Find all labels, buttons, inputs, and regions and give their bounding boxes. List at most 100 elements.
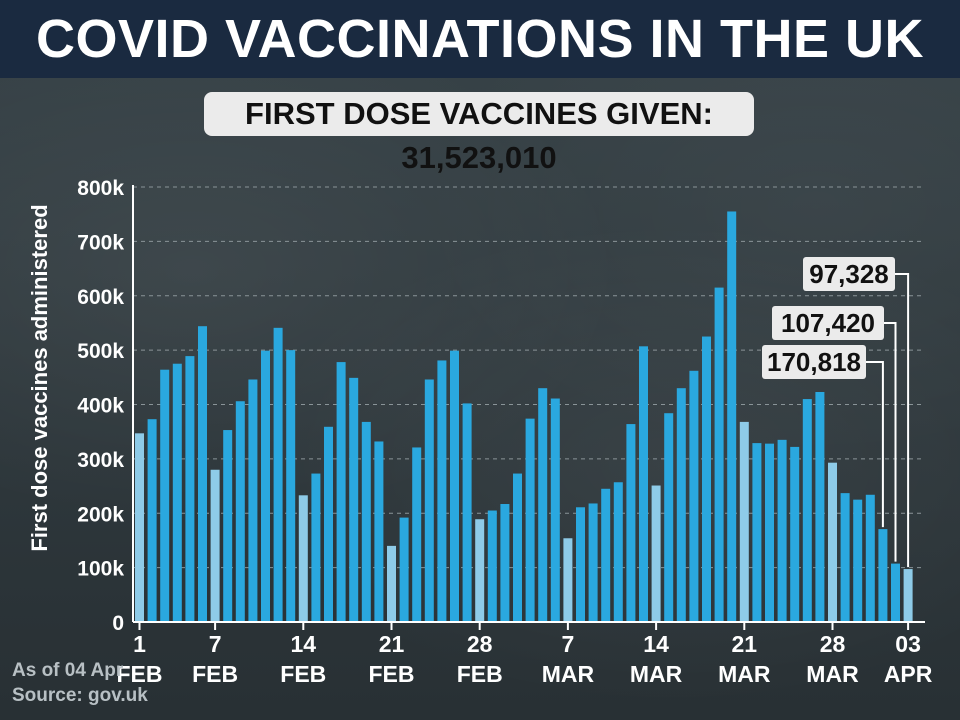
x-tick-labels: 1 FEB 7 FEB 14 FEB 21 FEB 28 FEB 7 MAR 14 MAR 21 MAR 28 M…	[117, 622, 933, 687]
x-tick-month: FEB	[192, 661, 238, 687]
bar	[412, 447, 422, 622]
chart-subtitle: FIRST DOSE VACCINES GIVEN: 31,523,010	[204, 92, 754, 175]
bar	[223, 430, 233, 622]
x-tick-day: 14	[291, 631, 317, 657]
bar	[588, 503, 598, 622]
bar	[777, 439, 787, 622]
bar	[361, 421, 371, 622]
bar	[639, 346, 648, 622]
x-tick-month: MAR	[806, 661, 859, 687]
bar	[147, 419, 157, 622]
x-tick-day: 7	[562, 631, 575, 657]
bar	[626, 424, 636, 622]
bar	[828, 462, 837, 622]
bar	[601, 488, 611, 622]
as-of-note: As of 04 Apr	[12, 660, 124, 681]
bar	[261, 350, 270, 622]
bar	[475, 519, 485, 622]
y-tick-label: 500k	[77, 340, 124, 363]
bar	[387, 545, 396, 622]
bar	[752, 443, 762, 622]
x-tick-month: MAR	[630, 661, 683, 687]
page-title: COVID VACCINATIONS IN THE UK	[35, 9, 925, 69]
bar	[550, 398, 560, 622]
bar	[450, 350, 459, 622]
annotation-leader	[866, 361, 884, 528]
bar	[613, 482, 623, 622]
bar	[689, 370, 699, 622]
bar	[349, 377, 359, 622]
bar	[525, 418, 535, 622]
x-tick-day: 03	[895, 631, 921, 657]
x-tick-month: FEB	[369, 661, 415, 687]
y-tick-label: 800k	[77, 177, 124, 200]
bar	[790, 446, 800, 622]
bar	[739, 421, 749, 622]
y-tick-label: 700k	[77, 231, 124, 254]
bar	[424, 379, 434, 622]
bar	[664, 413, 674, 622]
bars	[135, 211, 913, 622]
axes	[132, 185, 925, 623]
x-tick-month: FEB	[457, 661, 503, 687]
bar	[891, 563, 900, 622]
bar	[815, 391, 825, 622]
bar	[399, 517, 409, 622]
x-tick-month: MAR	[542, 661, 595, 687]
bar	[727, 211, 737, 622]
y-tick-label: 200k	[77, 503, 124, 526]
bar	[248, 379, 258, 622]
bar	[865, 494, 875, 622]
annotation-box	[762, 345, 866, 379]
bar	[160, 369, 170, 622]
bar	[462, 403, 472, 622]
title-bar	[0, 0, 960, 78]
x-tick-day: 21	[732, 631, 758, 657]
bar	[324, 426, 333, 622]
x-tick-day: 14	[643, 631, 669, 657]
bar	[563, 538, 573, 622]
y-axis-label: First dose vaccines administered	[27, 204, 52, 551]
bar	[538, 388, 548, 622]
y-tick-label: 300k	[77, 449, 124, 472]
bar	[210, 469, 220, 622]
annotation-label: 170,818	[767, 347, 861, 377]
y-tick-label: 100k	[77, 558, 124, 581]
bar	[840, 493, 850, 622]
bar	[878, 529, 888, 622]
bar	[185, 356, 195, 622]
bar	[903, 569, 913, 622]
x-tick-month: APR	[884, 661, 933, 687]
source-note: Source: gov.uk	[12, 685, 148, 706]
x-tick-day: 28	[820, 631, 846, 657]
bar	[286, 350, 296, 622]
bar	[651, 485, 661, 622]
annotation-leader	[884, 322, 897, 562]
annotation-box	[803, 257, 895, 291]
bar	[311, 473, 321, 622]
annotations: 170,818 107,420 97,328	[762, 257, 910, 568]
x-tick-day: 28	[467, 631, 493, 657]
bar	[576, 507, 585, 622]
x-tick-day: 1	[133, 631, 146, 657]
bar	[513, 473, 522, 622]
bar	[676, 388, 686, 622]
bar	[765, 443, 774, 622]
annotation-leader	[895, 273, 910, 568]
x-tick-day: 21	[379, 631, 405, 657]
bar	[172, 363, 182, 622]
bar	[487, 510, 497, 622]
y-tick-label: 600k	[77, 286, 124, 309]
y-tick-labels: 0 100k 200k 300k 400k 500k 600k 700k 800k	[77, 177, 124, 635]
x-tick-month: MAR	[718, 661, 771, 687]
annotation-label: 97,328	[809, 259, 889, 289]
bar	[198, 326, 207, 622]
bar	[714, 287, 724, 622]
y-tick-label: 0	[112, 612, 124, 635]
bar	[802, 399, 812, 622]
bar	[135, 433, 144, 622]
annotation-box	[772, 306, 884, 340]
annotation-label: 107,420	[781, 308, 875, 338]
y-tick-label: 400k	[77, 395, 124, 418]
bar	[336, 362, 346, 622]
